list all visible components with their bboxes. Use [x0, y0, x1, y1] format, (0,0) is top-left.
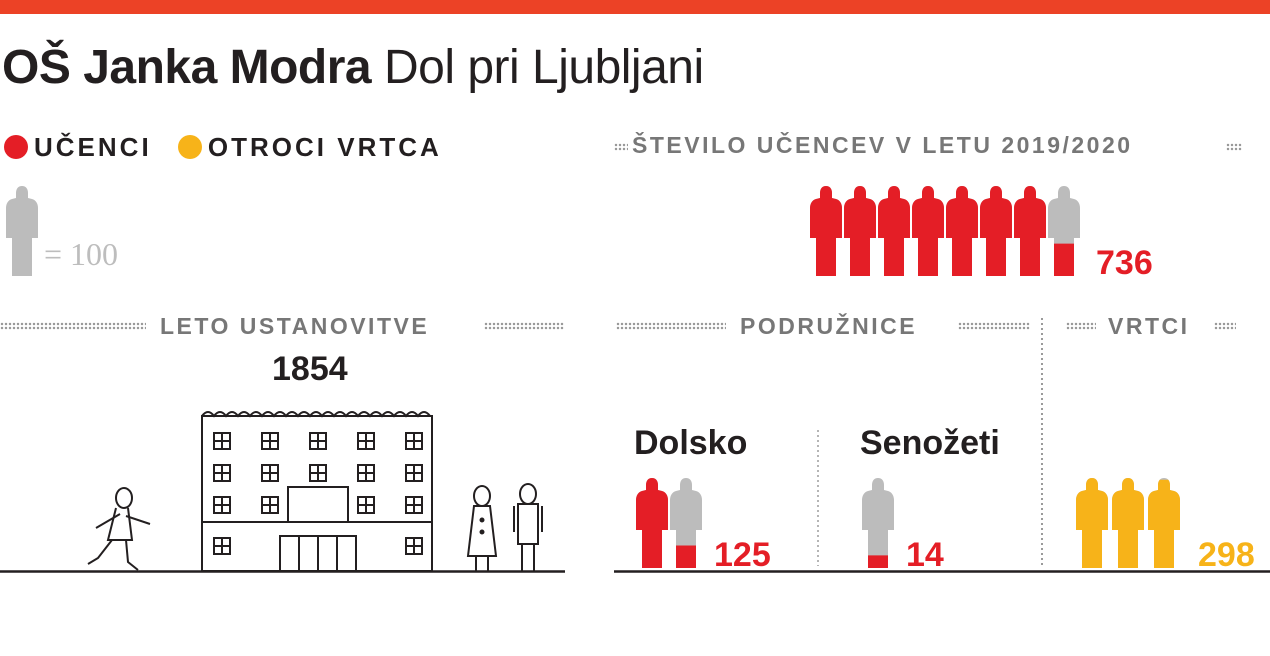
- section-label-kindergartens: VRTCI: [1108, 313, 1190, 339]
- school-building-icon: [201, 411, 433, 572]
- legend-label-students: UČENCI: [34, 132, 152, 162]
- section-label-students-total: ŠTEVILO UČENCEV V LETU 2019/2020: [632, 132, 1133, 158]
- dotted-divider: [0, 322, 146, 330]
- legend-item-students: UČENCI: [4, 132, 152, 162]
- scale-label: = 100: [44, 236, 119, 272]
- person-icon: [878, 186, 910, 276]
- person-icon: [636, 478, 668, 568]
- person-icon: [862, 478, 894, 568]
- woman-icon: [466, 485, 498, 571]
- person-icon: [670, 478, 702, 568]
- kindergarten-value: 298: [1198, 536, 1255, 574]
- person-icon: [844, 186, 876, 276]
- kindergarten-pictogram: [1076, 478, 1180, 568]
- page-title: OŠ Janka Modra Dol pri Ljubljani: [2, 38, 704, 98]
- students-total-value: 736: [1096, 244, 1153, 282]
- title-location: Dol pri Ljubljani: [383, 41, 704, 94]
- dotted-divider: [958, 322, 1030, 330]
- top-accent-bar: [0, 0, 1270, 14]
- legend-item-kindergarten: OTROCI VRTCA: [177, 132, 442, 162]
- person-icon: [1048, 186, 1080, 276]
- scale-person-icon: [6, 186, 38, 276]
- man-icon: [513, 483, 543, 571]
- red-dot-icon: [4, 135, 28, 159]
- title-school-name: OŠ Janka Modra: [2, 41, 372, 94]
- branch-name-senozeti: Senožeti: [860, 424, 1000, 462]
- running-child-icon: [87, 487, 151, 571]
- dotted-divider: [484, 322, 564, 330]
- dotted-divider: [1066, 322, 1096, 330]
- students-pictogram: [810, 186, 1080, 276]
- dotted-divider: [1226, 143, 1242, 151]
- branch-value-senozeti: 14: [906, 536, 944, 574]
- branch-name-dolsko: Dolsko: [634, 424, 748, 462]
- person-icon: [1148, 478, 1180, 568]
- legend: UČENCI OTROCI VRTCA: [4, 132, 458, 163]
- section-label-founded: LETO USTANOVITVE: [160, 313, 430, 339]
- person-icon: [1076, 478, 1108, 568]
- dotted-divider: [614, 143, 628, 151]
- person-icon: [912, 186, 944, 276]
- legend-label-kindergarten: OTROCI VRTCA: [207, 132, 442, 162]
- section-label-branches: PODRUŽNICE: [740, 313, 918, 339]
- person-icon: [810, 186, 842, 276]
- person-icon: [1014, 186, 1046, 276]
- dotted-divider: [1214, 322, 1236, 330]
- person-icon: [1112, 478, 1144, 568]
- founded-year: 1854: [272, 350, 348, 388]
- dotted-divider: [616, 322, 726, 330]
- senozeti-pictogram: [862, 478, 894, 568]
- dolsko-pictogram: [636, 478, 702, 568]
- branch-value-dolsko: 125: [714, 536, 771, 574]
- person-icon: [980, 186, 1012, 276]
- yellow-dot-icon: [177, 135, 202, 159]
- person-icon: [946, 186, 978, 276]
